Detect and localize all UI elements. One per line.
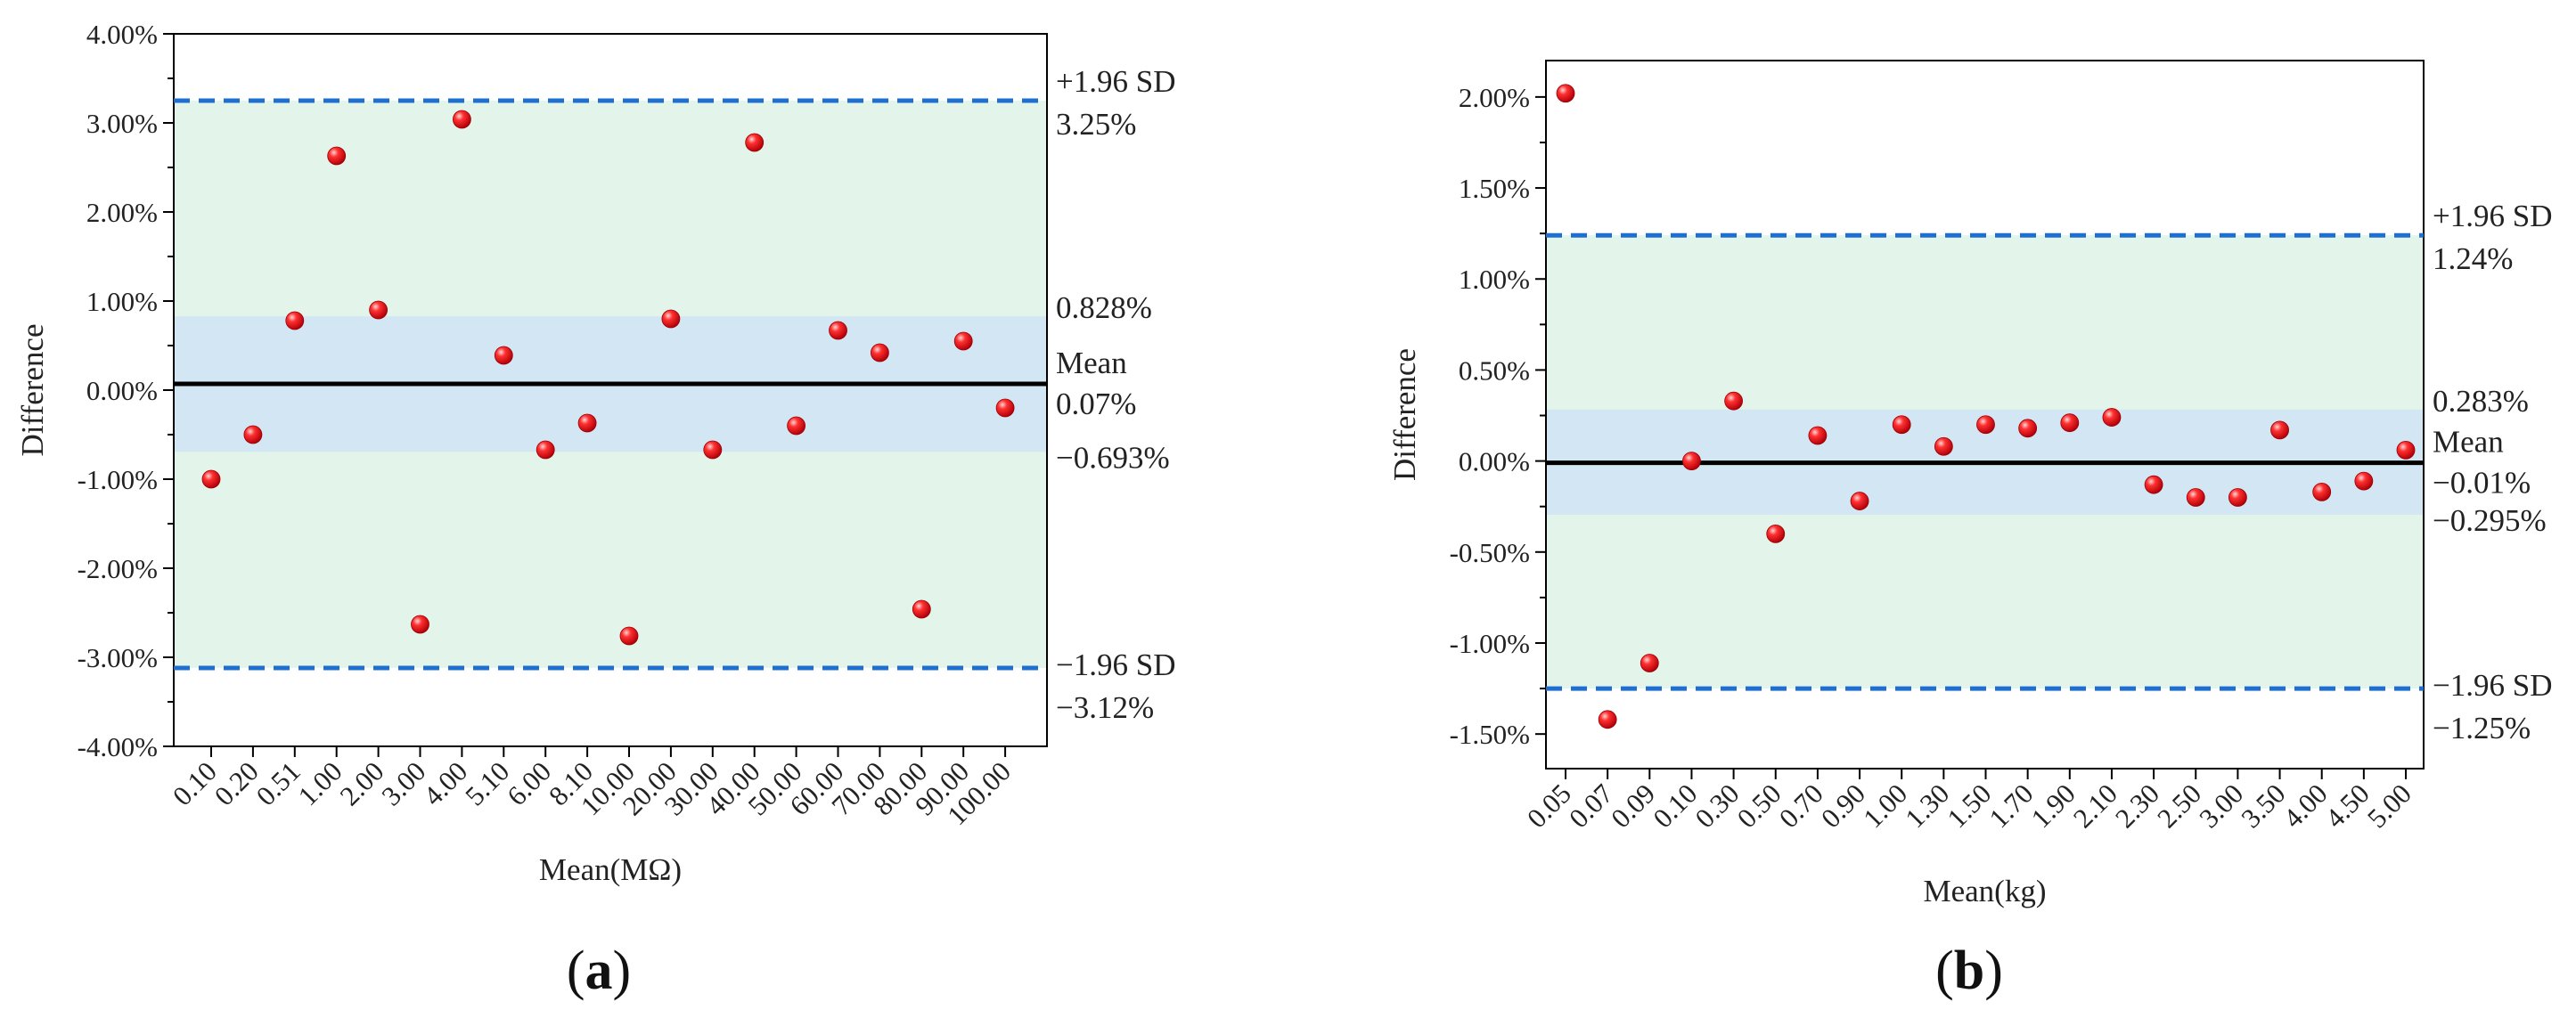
y-axis-title: Difference (1387, 348, 1422, 481)
data-point (1976, 415, 1995, 435)
lower-sd-label: −1.96 SD (2433, 668, 2552, 703)
y-tick-label: 0.00% (86, 375, 158, 406)
y-tick-label: 0.50% (1459, 354, 1530, 386)
panel-label: (a) (567, 941, 631, 1001)
y-tick-label: -1.50% (1450, 719, 1530, 750)
data-point (2312, 482, 2332, 501)
panel-letter: a (585, 941, 613, 1001)
data-point (1934, 436, 1953, 456)
lower-ci-value: −0.295% (2433, 503, 2547, 538)
data-point (285, 311, 305, 330)
panel-paren-close: ) (613, 941, 632, 1001)
upper-sd-label: +1.96 SD (1056, 64, 1175, 99)
data-point (2018, 419, 2038, 438)
panel-paren-open: ( (1935, 941, 1954, 1001)
data-point (912, 599, 931, 619)
data-point (1640, 654, 1659, 672)
data-point (494, 346, 513, 365)
panel-paren-close: ) (1984, 941, 2003, 1001)
y-tick-label: 2.00% (1459, 82, 1530, 113)
data-point (327, 146, 347, 166)
data-point (619, 626, 639, 646)
y-tick-label: -3.00% (78, 642, 158, 673)
data-point (369, 300, 388, 320)
y-tick-label: -2.00% (78, 553, 158, 584)
upper-sd-label: +1.96 SD (2433, 199, 2552, 233)
x-axis-title: Mean(kg) (1923, 874, 2046, 908)
data-point (201, 469, 221, 489)
lower-sd-label: −1.96 SD (1056, 647, 1175, 682)
y-tick-label: 4.00% (86, 19, 158, 50)
data-point (2186, 488, 2205, 507)
chart-panel-a: -4.00% -3.00% -2.00% -1.00% 0.00% 1.00% 2.00% 3… (15, 19, 1175, 1001)
data-point (1556, 84, 1575, 103)
upper-sd-value: 3.25% (1056, 107, 1136, 142)
y-tick-label: 1.00% (1459, 264, 1530, 295)
x-axis-title: Mean(MΩ) (539, 852, 682, 887)
data-point (2060, 413, 2080, 433)
panel-paren-open: ( (567, 941, 585, 1001)
y-axis-title: Difference (15, 324, 50, 457)
y-tick-label: -1.00% (1450, 628, 1530, 659)
data-point (2144, 475, 2163, 494)
data-point (2228, 488, 2247, 507)
data-point (995, 398, 1015, 418)
data-point (411, 615, 429, 634)
mean-value: −0.01% (2433, 466, 2531, 501)
data-point (1724, 391, 1743, 411)
panel-label: (b) (1935, 941, 2003, 1001)
data-point (829, 321, 847, 340)
data-point (745, 133, 765, 152)
data-point (871, 343, 889, 362)
lower-ci-value: −0.693% (1056, 440, 1170, 475)
data-point (2354, 471, 2374, 491)
lower-sd-value: −3.12% (1056, 690, 1154, 725)
upper-ci-value: 0.283% (2433, 384, 2529, 419)
data-point (661, 309, 681, 329)
data-point (1766, 524, 1786, 543)
data-point (1598, 710, 1617, 729)
data-point (2102, 408, 2122, 427)
panel-letter: b (1954, 941, 1984, 1001)
y-tick-label: 0.00% (1459, 446, 1530, 477)
y-tick-label: 3.00% (86, 108, 158, 139)
data-point (2396, 440, 2416, 460)
data-point (787, 416, 806, 436)
data-point (703, 440, 723, 460)
data-point (453, 110, 471, 129)
y-tick-label: -0.50% (1450, 537, 1530, 568)
y-tick-label: 2.00% (86, 197, 158, 228)
y-tick-label: -4.00% (78, 731, 158, 762)
x-tick-label: 5.00 (2361, 778, 2417, 834)
data-point (953, 331, 973, 351)
data-point (1808, 426, 1828, 445)
data-point (2270, 420, 2289, 440)
y-tick-label: -1.00% (78, 464, 158, 495)
mean-value: 0.07% (1056, 387, 1136, 421)
data-point (577, 413, 597, 433)
data-point (1682, 452, 1701, 471)
y-tick-label: 1.00% (86, 286, 158, 317)
lower-sd-value: −1.25% (2433, 711, 2531, 745)
upper-sd-value: 1.24% (2433, 241, 2513, 276)
upper-ci-value: 0.828% (1056, 290, 1152, 325)
data-point (243, 425, 263, 444)
mean-label: Mean (2433, 425, 2504, 460)
y-tick-label: 1.50% (1459, 173, 1530, 204)
data-point (1892, 415, 1911, 435)
data-point (536, 440, 555, 460)
data-point (1850, 492, 1869, 510)
chart-panel-b: -1.50% -1.00% -0.50% 0.00% 0.50% 1.00% 1.50% 2.… (1387, 60, 2552, 1001)
mean-label: Mean (1056, 346, 1127, 380)
